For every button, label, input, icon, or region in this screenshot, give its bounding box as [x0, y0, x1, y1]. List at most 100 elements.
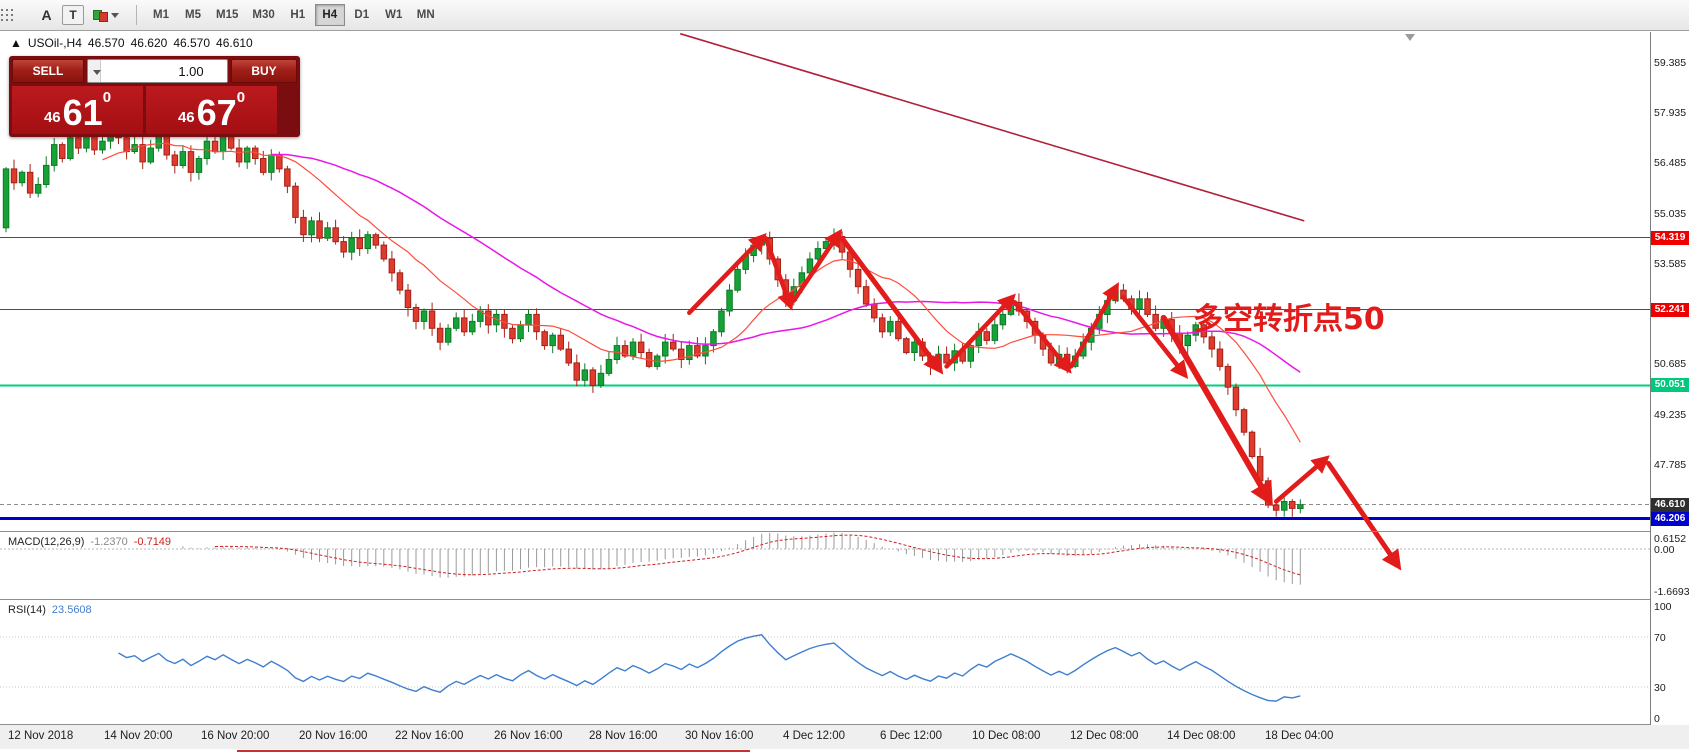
sell-price-big: 61	[62, 92, 103, 133]
time-axis-label: 22 Nov 16:00	[395, 730, 464, 742]
chevron-down-icon	[111, 12, 119, 18]
volume-control	[87, 59, 228, 83]
ma-slow-line	[271, 153, 1301, 373]
status-strip	[0, 749, 1689, 753]
time-axis-label: 4 Dec 12:00	[783, 730, 846, 742]
timeframe-button-M15[interactable]: M15	[210, 4, 244, 26]
ohlc-high: 46.620	[130, 36, 168, 50]
buy-button[interactable]: BUY	[231, 59, 297, 83]
bottom-red-line	[237, 750, 750, 752]
time-axis-label: 12 Nov 2018	[8, 730, 74, 742]
sell-button[interactable]: SELL	[12, 59, 84, 83]
candles-layer	[2, 120, 1304, 517]
buy-price-display[interactable]: 46 67 0	[146, 86, 277, 134]
rsi-axis-30: 30	[1654, 682, 1666, 694]
price-axis-chip: 54.319	[1651, 231, 1689, 245]
timeframe-button-H1[interactable]: H1	[283, 4, 313, 26]
time-axis-label: 20 Nov 16:00	[299, 730, 368, 742]
price-axis-label: 53.585	[1654, 258, 1687, 270]
price-axis-chip: 46.610	[1651, 498, 1689, 512]
time-axis-label: 18 Dec 04:00	[1265, 730, 1334, 742]
timeframe-button-M1[interactable]: M1	[146, 4, 176, 26]
symbol-ohlc-header: ▲ USOil-,H4 46.570 46.620 46.570 46.610	[10, 36, 259, 50]
price-axis-chip: 50.051	[1651, 378, 1689, 392]
timeframe-button-M30[interactable]: M30	[246, 4, 280, 26]
timeframe-button-W1[interactable]: W1	[379, 4, 409, 26]
price-axis-label: 55.035	[1654, 208, 1687, 220]
grid-tool-icon[interactable]	[1, 3, 31, 27]
label-tool-icon[interactable]: T	[62, 5, 84, 25]
time-axis[interactable]: 12 Nov 2018 14 Nov 20:00 16 Nov 20:00 20 No…	[0, 725, 1689, 749]
timeframe-button-D1[interactable]: D1	[347, 4, 377, 26]
direction-arrow-icon: ▲	[10, 36, 22, 50]
macd-indicator-pane[interactable]	[0, 532, 1651, 599]
pane-separator[interactable]	[0, 531, 1689, 532]
price-axis-label: 56.485	[1654, 157, 1687, 169]
time-axis-label: 26 Nov 16:00	[494, 730, 563, 742]
volume-input[interactable]	[101, 60, 227, 82]
ohlc-low: 46.570	[173, 36, 211, 50]
time-axis-label: 14 Nov 20:00	[104, 730, 173, 742]
macd-signal-line	[214, 534, 1301, 576]
buy-price-prefix: 46	[177, 109, 195, 126]
toolbar: A T M1 M5 M15 M30 H1 H4 D1 W1 MN	[0, 0, 1689, 31]
buy-price-big: 67	[196, 92, 237, 133]
time-axis-label: 6 Dec 12:00	[880, 730, 943, 742]
rsi-value: 23.5608	[51, 604, 92, 616]
price-axis-label: 49.235	[1654, 409, 1687, 421]
volume-dropdown-button[interactable]	[88, 60, 101, 82]
pane-separator	[0, 724, 1689, 725]
price-axis-chip: 46.206	[1651, 512, 1689, 526]
symbol-name: USOil-,H4	[27, 36, 82, 50]
toolbar-separator	[136, 5, 137, 25]
sell-price-sup: 0	[102, 89, 112, 106]
time-axis-label: 10 Dec 08:00	[972, 730, 1041, 742]
timeframe-button-H4[interactable]: H4	[314, 4, 345, 26]
macd-axis-min: -1.6693	[1654, 586, 1689, 598]
rsi-line	[118, 634, 1301, 702]
sell-price-prefix: 46	[43, 109, 61, 126]
rsi-title: RSI(14) 23.5608	[8, 604, 92, 616]
chart-area[interactable]: ▲ USOil-,H4 46.570 46.620 46.570 46.610 SELL …	[0, 32, 1651, 753]
ohlc-close: 46.610	[216, 36, 253, 50]
price-axis-label: 50.685	[1654, 358, 1687, 370]
time-axis-label: 14 Dec 08:00	[1167, 730, 1236, 742]
time-axis-label: 30 Nov 16:00	[685, 730, 754, 742]
trade-controls-row: SELL BUY	[12, 59, 297, 83]
price-axis-label: 47.785	[1654, 459, 1687, 471]
time-axis-label: 28 Nov 16:00	[589, 730, 658, 742]
chart-shift-marker[interactable]	[1405, 34, 1415, 41]
price-axis-chip: 52.241	[1651, 303, 1689, 317]
macd-axis-max: 0.6152	[1654, 533, 1687, 545]
timeframe-button-M5[interactable]: M5	[178, 4, 208, 26]
macd-title: MACD(12,26,9) -1.2370 -0.7149	[8, 536, 172, 548]
price-axis[interactable]: 59.38557.93556.48555.03553.58552.13550.6…	[1650, 32, 1689, 725]
macd-signal-value: -0.7149	[133, 536, 172, 548]
indicator-red-square-icon	[99, 12, 108, 22]
rsi-axis-70: 70	[1654, 632, 1666, 644]
descending-trendline[interactable]	[679, 32, 1305, 222]
price-axis-label: 57.935	[1654, 107, 1687, 119]
time-axis-label: 12 Dec 08:00	[1070, 730, 1139, 742]
sell-price-display[interactable]: 46 61 0	[12, 86, 143, 134]
text-tool-icon[interactable]: A	[33, 3, 60, 27]
trade-prices-row: 46 61 0 46 67 0	[12, 86, 297, 134]
rsi-axis-100: 100	[1654, 601, 1672, 613]
ohlc-open: 46.570	[87, 36, 125, 50]
rsi-indicator-pane[interactable]	[0, 600, 1651, 724]
macd-main-value: -1.2370	[90, 536, 128, 548]
pane-separator[interactable]	[0, 599, 1689, 600]
dots-grid-icon	[1, 8, 13, 21]
chart-annotation-text: 多空转折点50	[1193, 302, 1385, 337]
price-axis-label: 59.385	[1654, 57, 1687, 69]
time-axis-label: 16 Nov 20:00	[201, 730, 270, 742]
rsi-axis-0: 0	[1654, 713, 1660, 725]
macd-histogram	[182, 532, 1301, 585]
timeframe-group: M1 M5 M15 M30 H1 H4 D1 W1 MN	[145, 4, 442, 26]
timeframe-button-MN[interactable]: MN	[411, 4, 441, 26]
indicators-dropdown-icon[interactable]	[86, 3, 126, 27]
macd-axis-zero: 0.00	[1654, 544, 1675, 556]
buy-price-sup: 0	[236, 89, 246, 106]
